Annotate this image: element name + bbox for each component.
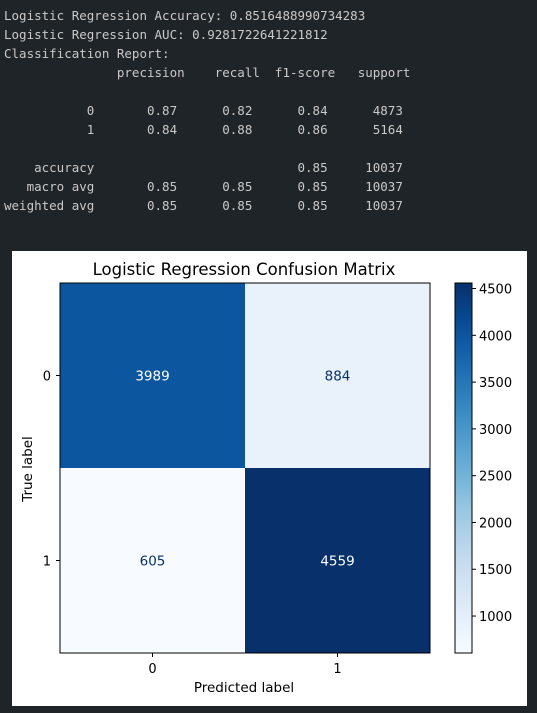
console-line: macro avg 0.85 0.85 0.85 10037	[4, 177, 410, 196]
cell-value-label: 3989	[135, 369, 169, 385]
colorbar-tick-label: 4500	[479, 283, 512, 298]
colorbar-tick-label: 1500	[479, 563, 512, 578]
cell-value-label: 4559	[320, 554, 354, 570]
y-tick-label: 1	[43, 555, 51, 570]
confusion-matrix-chart: Logistic Regression Confusion Matrix 398…	[12, 251, 527, 706]
console-line: precision recall f1-score support	[4, 63, 410, 82]
console-line	[4, 82, 410, 101]
console-line: Classification Report:	[4, 44, 410, 63]
console-line: Logistic Regression AUC: 0.9281722641221…	[4, 25, 410, 44]
cell-value-label: 605	[140, 554, 166, 570]
cell-value-label: 884	[325, 369, 351, 385]
colorbar-tick-label: 2500	[479, 470, 512, 485]
colorbar-tick-label: 3500	[479, 376, 512, 391]
console-line: accuracy 0.85 10037	[4, 158, 410, 177]
colorbar	[455, 283, 472, 653]
chart-title: Logistic Regression Confusion Matrix	[93, 260, 396, 279]
colorbar-tick-label: 4000	[479, 329, 512, 344]
colorbar-tick-label: 1000	[479, 610, 512, 625]
heatmap-cells	[60, 283, 430, 653]
colorbar-ticks: 1000 1500 2000 2500 3000 3500 4000 4500	[472, 283, 512, 626]
colorbar-tick-label: 3000	[479, 423, 512, 438]
x-tick-label: 1	[333, 662, 341, 677]
console-line: 0 0.87 0.82 0.84 4873	[4, 101, 410, 120]
y-axis-label: True label	[20, 436, 36, 503]
console-line: 1 0.84 0.88 0.86 5164	[4, 120, 410, 139]
y-tick-label: 0	[43, 370, 51, 385]
console-line: Logistic Regression Accuracy: 0.85164889…	[4, 6, 410, 25]
x-tick-label: 0	[148, 662, 156, 677]
y-axis-ticks: 01	[43, 370, 60, 570]
console-line	[4, 139, 410, 158]
colorbar-tick-label: 2000	[479, 516, 512, 531]
console-output: Logistic Regression Accuracy: 0.85164889…	[4, 6, 410, 215]
confusion-matrix-figure: Logistic Regression Confusion Matrix 398…	[12, 251, 527, 706]
console-line: weighted avg 0.85 0.85 0.85 10037	[4, 196, 410, 215]
x-axis-label: Predicted label	[194, 680, 294, 696]
